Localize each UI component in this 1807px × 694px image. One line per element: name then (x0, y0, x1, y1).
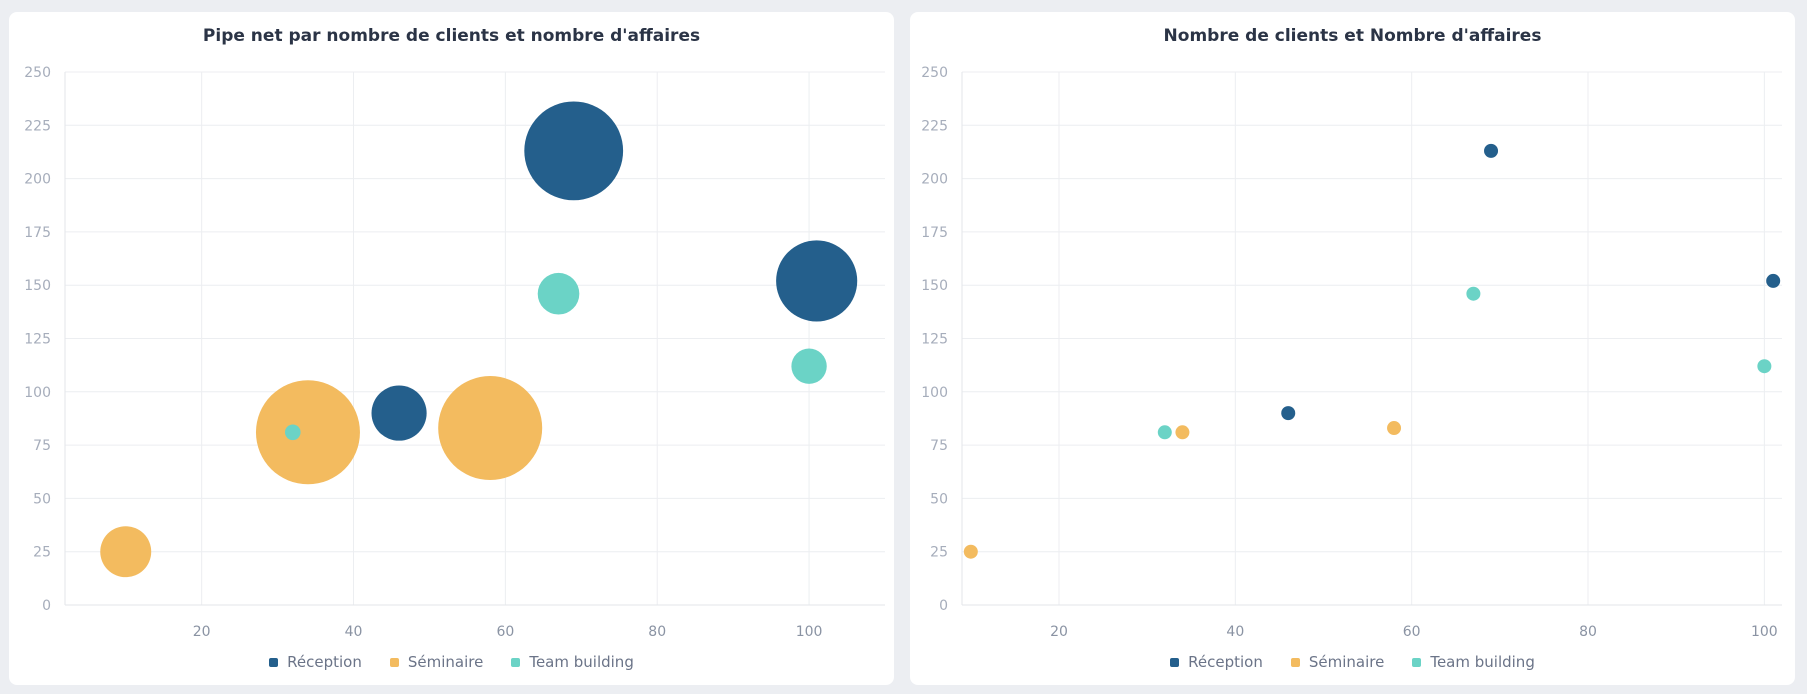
legend-label: Team building (1430, 653, 1535, 671)
x-tick-label: 100 (1751, 624, 1778, 640)
legend-item-seminaire[interactable]: Séminaire (389, 653, 484, 671)
data-point-team-building (1466, 286, 1481, 301)
data-point-seminaire (1175, 425, 1190, 440)
data-point-team-building (1757, 359, 1772, 374)
y-tick-label: 75 (33, 438, 51, 454)
legend-swatch-team-building (1412, 657, 1422, 667)
x-tick-label: 80 (648, 624, 666, 640)
x-tick-label: 40 (345, 624, 363, 640)
y-tick-label: 125 (921, 332, 948, 348)
y-tick-label: 225 (921, 118, 948, 134)
data-point-reception (1281, 406, 1296, 421)
x-tick-label: 60 (1403, 624, 1421, 640)
y-tick-label: 150 (24, 278, 51, 294)
data-point-seminaire (100, 526, 152, 578)
chart-title: Nombre de clients et Nombre d'affaires (1163, 26, 1542, 46)
data-point-seminaire (1387, 421, 1402, 436)
legend-label: Séminaire (407, 653, 484, 671)
y-tick-label: 175 (24, 225, 51, 241)
legend-swatch-seminaire (1290, 657, 1300, 667)
legend-item-reception[interactable]: Réception (1170, 653, 1263, 671)
y-tick-label: 125 (24, 332, 51, 348)
y-tick-label: 225 (24, 118, 51, 134)
y-tick-label: 250 (24, 65, 51, 81)
bubble-chart-panel: Pipe net par nombre de clients et nombre… (9, 12, 894, 685)
y-tick-label: 75 (930, 438, 948, 454)
scatter-chart-panel: Nombre de clients et Nombre d'affaires 0… (910, 12, 1795, 685)
x-tick-label: 100 (796, 624, 823, 640)
data-point-team-building (284, 424, 301, 441)
data-point-team-building (791, 348, 827, 384)
data-point-reception (1766, 273, 1781, 288)
y-tick-label: 0 (939, 598, 948, 614)
y-tick-label: 175 (921, 225, 948, 241)
legend-label: Séminaire (1308, 653, 1385, 671)
chart-title: Pipe net par nombre de clients et nombre… (202, 26, 701, 46)
data-point-reception (776, 240, 858, 322)
y-tick-label: 50 (930, 491, 948, 507)
bubble-chart: 0 25 50 75 100 125 150 175 200 225 250 20 40 60 80 100 (24, 65, 885, 640)
legend-item-team-building[interactable]: Team building (511, 653, 634, 671)
y-tick-label: 25 (930, 545, 948, 561)
y-tick-label: 0 (42, 598, 51, 614)
legend-item-reception[interactable]: Réception (269, 653, 362, 671)
data-point-seminaire (255, 380, 360, 485)
legend-swatch-reception (1170, 657, 1180, 667)
legend-swatch-reception (269, 657, 279, 667)
legend-label: Team building (529, 653, 634, 671)
data-point-seminaire (963, 544, 978, 559)
legend-swatch-team-building (511, 657, 521, 667)
x-tick-label: 20 (193, 624, 211, 640)
y-tick-label: 100 (24, 385, 51, 401)
legend-item-team-building[interactable]: Team building (1412, 653, 1535, 671)
x-tick-label: 80 (1579, 624, 1597, 640)
legend-swatch-seminaire (389, 657, 399, 667)
x-tick-label: 40 (1226, 624, 1244, 640)
data-point-seminaire (438, 376, 543, 481)
y-tick-label: 150 (921, 278, 948, 294)
data-point-reception (524, 101, 624, 201)
legend-label: Réception (1188, 653, 1263, 671)
data-point-reception (371, 385, 427, 441)
y-tick-label: 25 (33, 545, 51, 561)
legend-label: Réception (287, 653, 362, 671)
scatter-chart: 0 25 50 75 100 125 150 175 200 225 250 20 40 60 80 100 (921, 65, 1782, 640)
legend-item-seminaire[interactable]: Séminaire (1290, 653, 1385, 671)
y-tick-label: 100 (921, 385, 948, 401)
x-tick-label: 60 (496, 624, 514, 640)
data-point-team-building (537, 272, 580, 315)
chart-legend: Réception Séminaire Team building (910, 653, 1795, 671)
chart-legend: Réception Séminaire Team building (9, 653, 894, 671)
y-tick-label: 200 (24, 172, 51, 188)
data-point-team-building (1157, 425, 1172, 440)
y-tick-label: 250 (921, 65, 948, 81)
data-point-reception (1484, 143, 1499, 158)
y-tick-label: 200 (921, 172, 948, 188)
y-tick-label: 50 (33, 491, 51, 507)
x-tick-label: 20 (1050, 624, 1068, 640)
